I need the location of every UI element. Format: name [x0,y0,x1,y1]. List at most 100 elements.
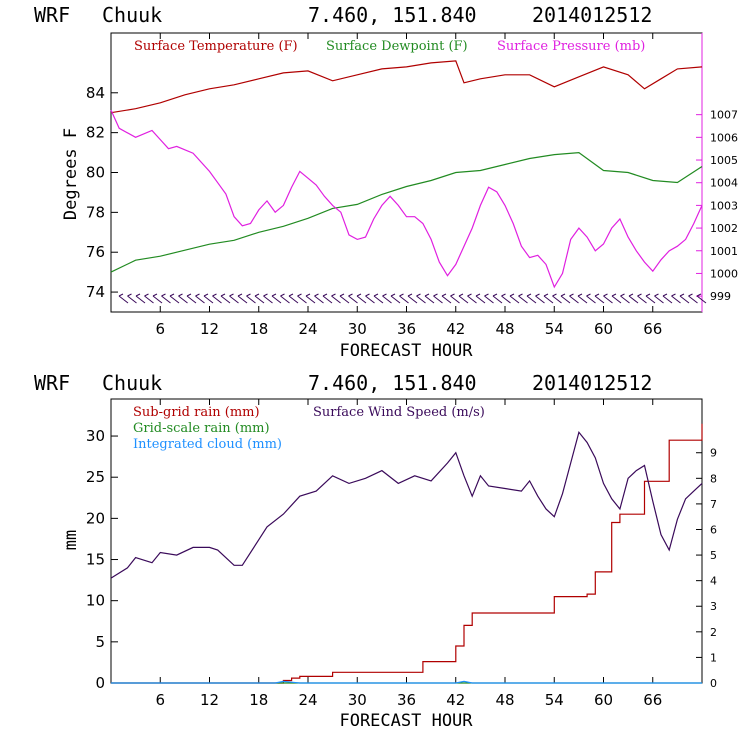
wind-barb [237,295,248,304]
wind-barb [475,295,486,304]
x-tick-label: 18 [249,691,268,709]
wind-barb [645,295,656,304]
y-tick-label: 25 [86,468,105,486]
legend-gridscale-rain: Grid-scale rain (mm) [133,421,270,436]
wind-barb [118,295,129,304]
wind-barb [577,295,588,304]
wind-barb [688,295,698,304]
wind-barb-flag [161,293,166,297]
wind-barb [543,295,554,304]
wind-barb-flag [467,293,472,297]
wind-barb [331,295,341,304]
wind-barb [356,295,367,304]
wind-barb [560,295,571,304]
wind-barb [696,295,707,304]
y2-tick-label: 7 [710,498,717,511]
panel1-frame [110,32,703,313]
wind-barb [339,295,350,304]
y-tick-label: 0 [95,674,105,692]
wind-barb-flag [475,293,481,297]
wind-barb [169,295,180,304]
y-tick-label: 5 [95,633,105,651]
wind-barb-flag [560,293,566,297]
wind-barb [271,295,282,304]
wind-barb [399,295,409,304]
wind-barb-flag [314,293,319,297]
wind-barb-flag [237,293,243,297]
x-tick-label: 12 [200,320,219,338]
wind-barb-flag [331,293,336,297]
panel2-header: WRF Chuuk 7.460, 151.840 2014012512 [34,371,652,395]
legend-integrated-cloud: Integrated cloud (mm) [133,437,282,452]
y2-tick-label: 6 [710,523,717,536]
wind-barb-flag [280,293,285,297]
wind-barb [654,295,664,304]
wind-barb [280,295,290,304]
wind-barb [552,295,562,304]
wind-barb-flag [195,293,200,297]
wind-barb-flag [458,293,464,297]
wind-barb [679,295,690,304]
wind-barb [127,295,137,304]
y2-tick-label: 1006 [710,131,738,144]
header-date: 2014012512 [532,371,652,395]
y2-tick-label: 1005 [710,154,738,167]
y2-tick-label: 1007 [710,109,738,122]
x-tick-label: 24 [298,691,317,709]
wind-barb-flag [441,293,447,297]
wind-barb-flag [356,293,362,297]
x-tick-label: 54 [545,320,564,338]
y-tick-label: 30 [86,427,105,445]
integrated-cloud-mm-line [111,680,702,684]
x-tick-label: 48 [495,691,514,709]
wind-barb [254,295,265,304]
wind-barb [526,295,537,304]
wind-barb-flag [246,293,251,297]
wind-barb-flag [696,293,702,297]
wind-barb [229,295,239,304]
wind-barb [569,295,579,304]
panel1-xlabel: FORECAST HOUR [339,341,473,361]
wind-barb [509,295,520,304]
wind-barb-flag [407,293,413,297]
wind-barb [135,295,146,304]
y-tick-label: 10 [86,592,105,610]
wind-barb-flag [178,293,183,297]
wind-barb [501,295,511,304]
wind-barb-flag [662,293,668,297]
wind-barb [288,295,299,304]
wind-barb-flag [254,293,260,297]
wind-barb [348,295,358,304]
wind-barb-flag [654,293,659,297]
wind-barbs [118,293,707,304]
wind-barb [662,295,673,304]
wind-barb-flag [688,293,693,297]
wind-barb-flag [645,293,651,297]
wind-barb-flag [611,293,617,297]
header-date: 2014012512 [532,3,652,27]
y2-tick-label: 0 [710,677,717,690]
wind-barb [458,295,469,304]
legend-dewpoint: Surface Dewpoint (F) [326,39,468,54]
x-tick-label: 60 [594,691,613,709]
wind-barb [433,295,443,304]
y2-tick-label: 1000 [710,267,738,280]
header-model: WRF [34,3,70,27]
x-tick-label: 6 [155,691,165,709]
wind-barb-flag [484,293,489,297]
wind-barb [246,295,256,304]
header-station: Chuuk [102,3,162,27]
x-tick-label: 36 [397,691,416,709]
y-tick-label: 15 [86,551,105,569]
wind-barb-flag [637,293,642,297]
legend-subgrid-rain: Sub-grid rain (mm) [133,405,260,420]
y2-tick-label: 1003 [710,199,738,212]
panel1-legend: Surface Temperature (F) Surface Dewpoint… [134,39,645,54]
wind-barb-flag [671,293,676,297]
wind-barb [620,295,630,304]
wind-barb-flag [263,293,268,297]
wind-barb-flag [518,293,523,297]
x-tick-label: 60 [594,320,613,338]
wind-barb [424,295,435,304]
